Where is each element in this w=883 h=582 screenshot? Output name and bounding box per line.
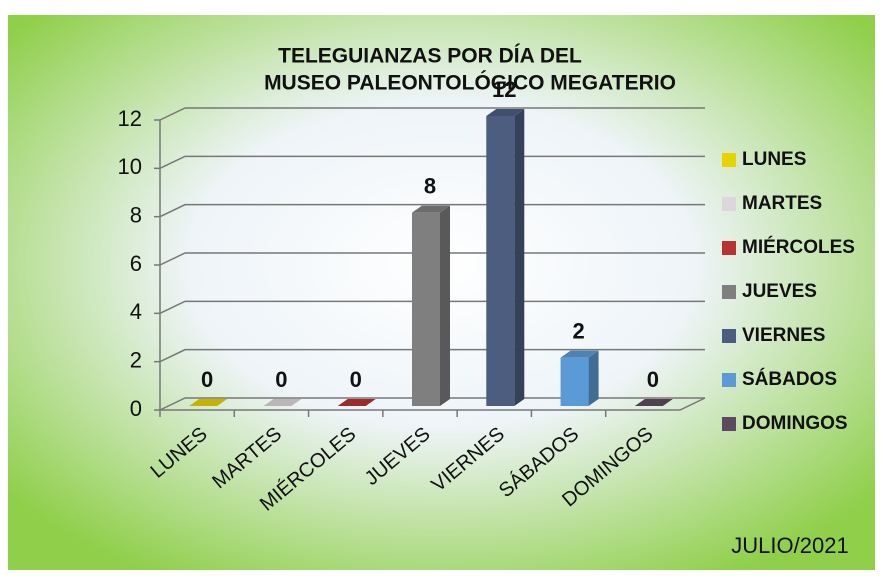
data-label: 2 <box>572 318 584 343</box>
y-tick-label: 0 <box>130 396 142 421</box>
grid-line <box>159 397 705 411</box>
bar-top <box>486 109 525 116</box>
bar <box>486 116 515 406</box>
legend-swatch <box>722 373 736 387</box>
bar-top <box>189 399 228 406</box>
legend-label: VIERNES <box>742 325 825 346</box>
data-label: 0 <box>647 367 659 392</box>
grid-line <box>159 300 705 315</box>
y-tick-label: 8 <box>130 202 142 227</box>
legend-label: MIÉRCOLES <box>742 236 855 258</box>
legend-label: MARTES <box>742 193 822 214</box>
bar-side <box>514 109 525 406</box>
bar-side <box>440 205 450 406</box>
legend-swatch <box>722 241 736 255</box>
chart-title: TELEGUIANZAS POR DÍA DEL <box>278 45 582 68</box>
y-tick-label: 4 <box>130 299 142 324</box>
bar-top <box>263 399 302 406</box>
bar <box>560 357 589 406</box>
y-tick-label: 12 <box>118 106 142 131</box>
data-label: 0 <box>201 367 213 392</box>
y-tick-label: 6 <box>130 251 142 276</box>
legend-label: LUNES <box>742 149 806 170</box>
annotation: JULIO/2021 <box>731 533 848 558</box>
y-tick-label: 2 <box>130 347 142 372</box>
bar-top <box>337 399 376 406</box>
grid-line <box>159 107 705 121</box>
grid-line <box>159 203 705 218</box>
data-label: 0 <box>275 367 287 392</box>
legend-label: DOMINGOS <box>742 413 848 434</box>
bar-side <box>588 350 599 406</box>
legend-swatch <box>722 197 736 211</box>
y-tick-label: 10 <box>118 154 142 179</box>
grid-line <box>159 348 705 363</box>
legend-swatch <box>722 417 736 431</box>
chart-title: MUSEO PALEONTOLÓGICO MEGATERIO <box>264 71 676 95</box>
bar-top <box>634 399 673 406</box>
bar <box>412 212 440 406</box>
data-label: 8 <box>424 173 436 198</box>
legend-swatch <box>722 153 736 167</box>
legend-swatch <box>722 285 736 299</box>
data-label: 0 <box>350 367 362 392</box>
grid-line <box>159 155 705 170</box>
legend-swatch <box>722 329 736 343</box>
bar-top <box>560 350 599 358</box>
grid-line <box>159 252 705 266</box>
legend-label: SÁBADOS <box>742 368 837 390</box>
data-label: 12 <box>492 77 516 102</box>
floor <box>160 397 706 411</box>
bar-top <box>412 205 450 213</box>
legend-label: JUEVES <box>742 281 817 302</box>
